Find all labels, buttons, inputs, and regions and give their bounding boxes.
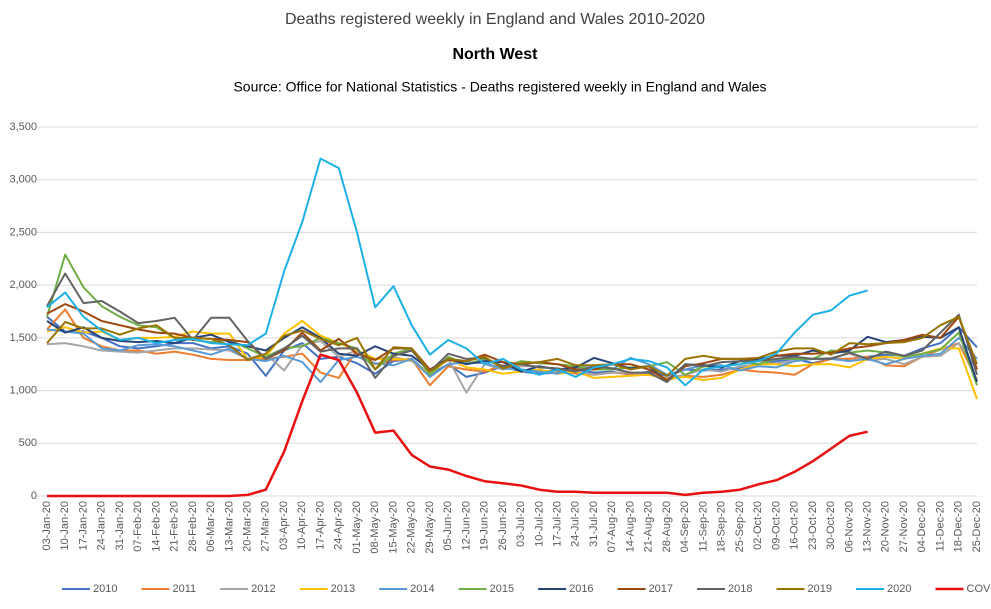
x-tick-label: 24-Jul-20	[570, 501, 582, 547]
y-tick-label: 500	[19, 437, 37, 449]
legend-label: 2020	[887, 583, 911, 595]
chart-title: Deaths registered weekly in England and …	[285, 11, 705, 28]
x-tick-label: 01-May-20	[351, 501, 363, 554]
x-tick-label: 17-Jan-20	[77, 501, 89, 551]
x-tick-label: 06-Mar-20	[205, 501, 217, 552]
y-tick-label: 2,000	[9, 279, 37, 291]
x-tick-label: 28-Feb-20	[187, 501, 199, 552]
x-tick-label: 28-Aug-20	[661, 501, 673, 552]
x-tick-label: 31-Jan-20	[114, 501, 126, 551]
x-tick-label: 10-Jan-20	[59, 501, 71, 551]
x-tick-label: 04-Dec-20	[916, 501, 928, 552]
x-tick-label: 13-Mar-20	[223, 501, 235, 552]
y-tick-label: 1,000	[9, 384, 37, 396]
x-tick-label: 23-Oct-20	[807, 501, 819, 550]
x-tick-label: 26-Jun-20	[497, 501, 509, 551]
y-tick-label: 3,000	[9, 174, 37, 186]
legend-label: 2011	[172, 583, 196, 595]
legend-label: 2019	[808, 583, 832, 595]
x-tick-label: 17-Jul-20	[551, 501, 563, 547]
chart-source: Source: Office for National Statistics -…	[233, 79, 766, 95]
x-tick-label: 30-Oct-20	[825, 501, 837, 550]
x-tick-label: 06-Nov-20	[843, 501, 855, 552]
x-tick-label: 04-Sep-20	[679, 501, 691, 552]
x-tick-label: 07-Feb-20	[132, 501, 144, 552]
x-tick-label: 21-Aug-20	[643, 501, 655, 552]
x-tick-label: 16-Oct-20	[789, 501, 801, 550]
x-tick-label: 19-Jun-20	[479, 501, 491, 551]
x-tick-label: 31-Jul-20	[588, 501, 600, 547]
x-tick-label: 22-May-20	[406, 501, 418, 554]
y-tick-label: 0	[31, 490, 37, 502]
x-tick-label: 05-Jun-20	[442, 501, 454, 551]
x-tick-label: 21-Feb-20	[169, 501, 181, 552]
x-tick-label: 03-Jan-20	[41, 501, 53, 551]
legend-label: 2012	[251, 583, 275, 595]
series-line	[47, 353, 868, 498]
legend-label: 2018	[728, 583, 752, 595]
series-line	[46, 315, 978, 377]
x-tick-label: 10-Apr-20	[296, 501, 308, 550]
x-tick-label: 27-Mar-20	[260, 501, 272, 552]
series-line	[46, 320, 978, 400]
x-tick-label: 09-Oct-20	[770, 501, 782, 550]
x-tick-label: 11-Sep-20	[697, 501, 709, 552]
x-tick-label: 07-Aug-20	[606, 501, 618, 552]
legend-label: COVID-19 mentioned	[967, 583, 991, 595]
x-tick-label: 18-Sep-20	[716, 501, 728, 552]
x-tick-label: 15-May-20	[387, 501, 399, 554]
legend-label: 2013	[331, 583, 355, 595]
y-tick-label: 1,500	[9, 332, 37, 344]
x-tick-label: 10-Jul-20	[533, 501, 545, 547]
y-tick-label: 3,500	[9, 121, 37, 133]
chart-subtitle: North West	[452, 46, 538, 63]
legend-label: 2016	[569, 583, 593, 595]
x-tick-label: 29-May-20	[424, 501, 436, 554]
x-tick-label: 20-Nov-20	[880, 501, 892, 552]
legend-label: 2017	[649, 583, 673, 595]
y-tick-label: 2,500	[9, 226, 37, 238]
x-tick-label: 11-Dec-20	[934, 501, 946, 552]
x-tick-label: 03-Apr-20	[278, 501, 290, 550]
x-tick-label: 08-May-20	[369, 501, 381, 554]
x-tick-label: 02-Oct-20	[752, 501, 764, 550]
x-tick-label: 14-Aug-20	[624, 501, 636, 552]
x-tick-label: 18-Dec-20	[953, 501, 965, 552]
legend-label: 2015	[490, 583, 514, 595]
series-line	[46, 157, 868, 387]
x-tick-label: 03-Jul-20	[515, 501, 527, 547]
x-tick-label: 25-Dec-20	[971, 501, 983, 552]
legend-label: 2014	[410, 583, 434, 595]
x-tick-label: 20-Mar-20	[241, 501, 253, 552]
x-tick-label: 14-Feb-20	[150, 501, 162, 552]
x-tick-label: 17-Apr-20	[314, 501, 326, 550]
x-tick-label: 24-Jan-20	[96, 501, 108, 551]
x-tick-label: 25-Sep-20	[734, 501, 746, 552]
x-tick-label: 24-Apr-20	[333, 501, 345, 550]
x-tick-label: 27-Nov-20	[898, 501, 910, 552]
x-tick-label: 13-Nov-20	[861, 501, 873, 552]
x-tick-label: 12-Jun-20	[460, 501, 472, 551]
series-line	[46, 308, 978, 387]
legend-label: 2010	[93, 583, 117, 595]
